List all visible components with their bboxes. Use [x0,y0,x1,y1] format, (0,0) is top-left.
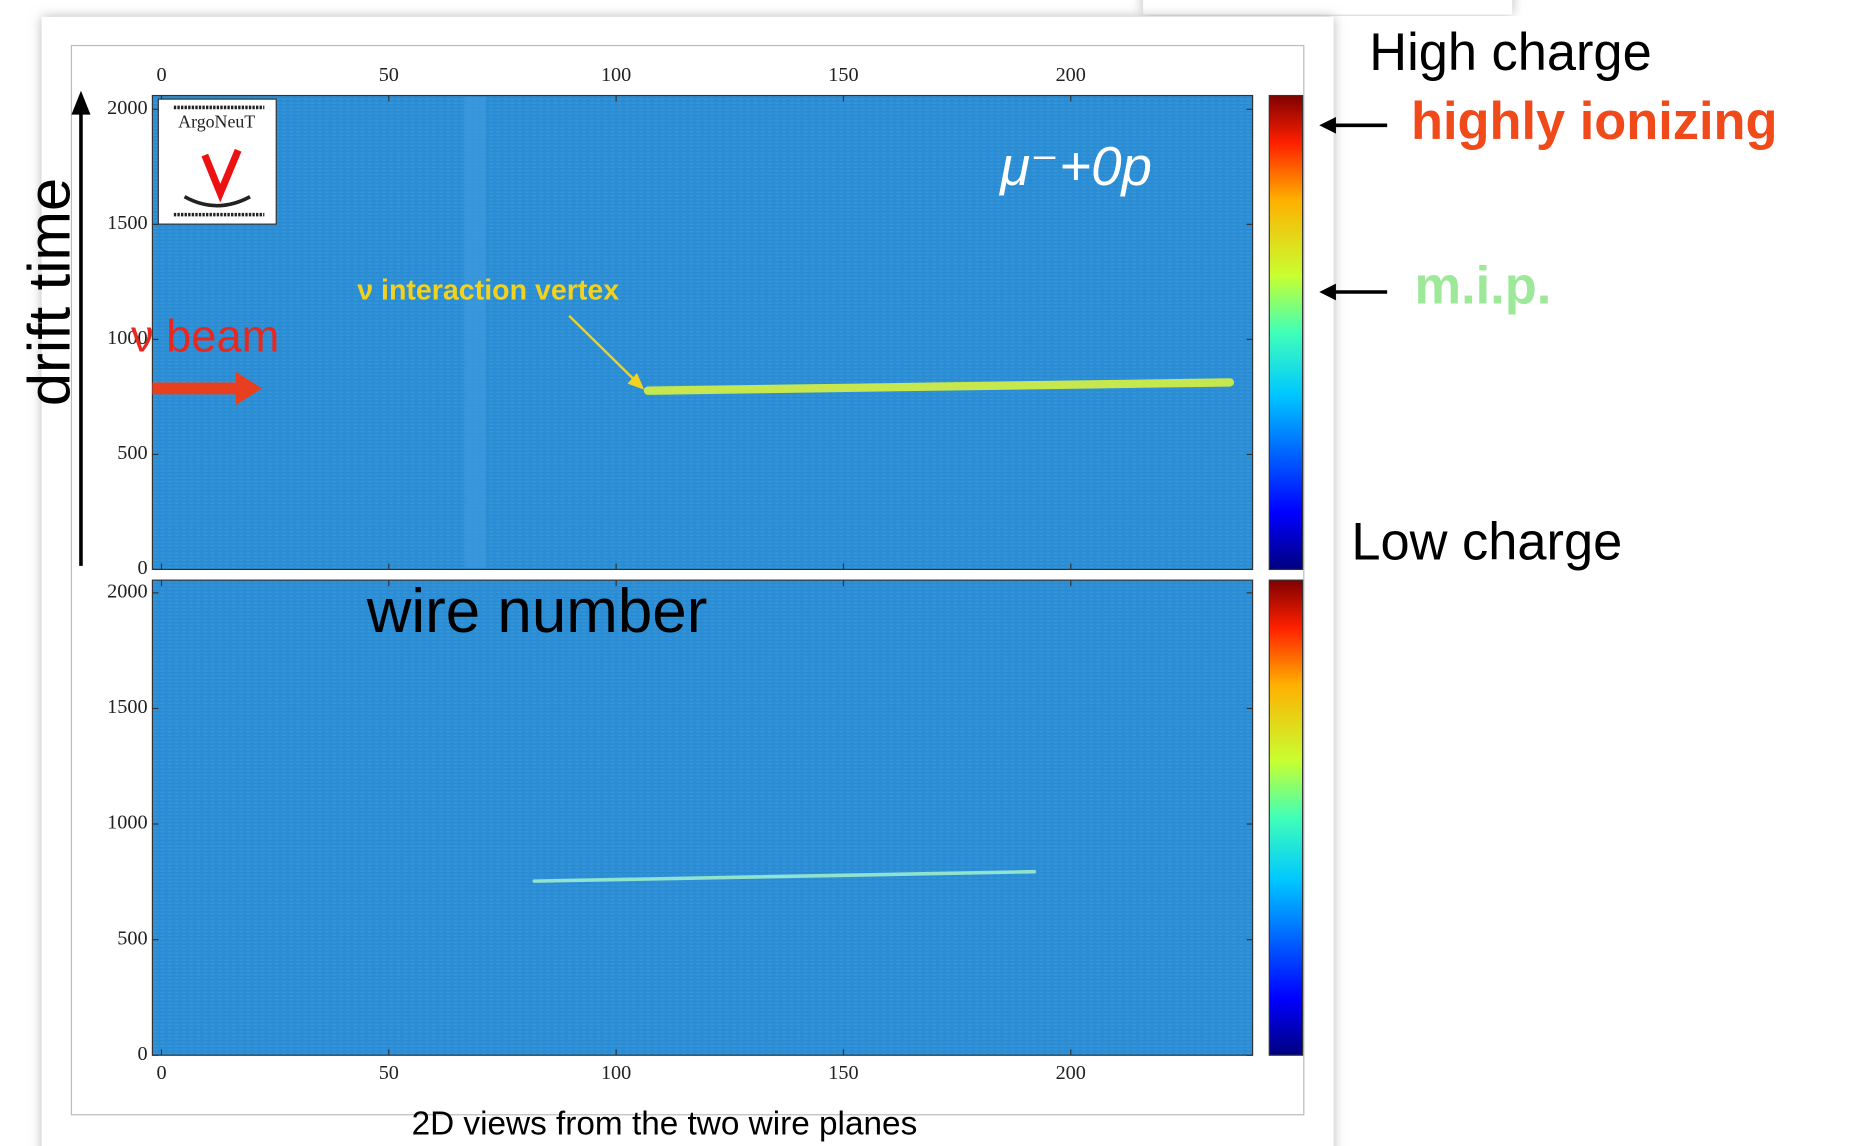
y-tick-label: 1000 [107,327,147,349]
y-tick-label: 0 [138,557,148,579]
colorbar [1268,579,1304,1056]
vertex-label: ν interaction vertex [357,275,619,307]
pointer-arrow-head [1319,283,1336,301]
heatmap-noise [152,580,1253,1056]
beam-label: ν beam [131,311,279,362]
heatmap-noise [152,95,1253,570]
x-axis-label: wire number [366,577,708,646]
y-tick-label: 2000 [107,97,147,119]
y-tick-label: 500 [117,442,147,464]
logo-boat [183,195,251,208]
mip-label: m.i.p. [1415,257,1552,315]
logo-nu [201,148,242,203]
highly-ionizing-label: highly ionizing [1411,93,1778,151]
y-axis-label: drift time [15,178,82,406]
plot-frame [151,94,1254,571]
caption: 2D views from the two wire planes [412,1105,918,1142]
pointer-arrow-head [1319,116,1336,134]
logo-text: ArgoNeuT [178,112,255,132]
x-tick-label: 50 [379,1062,399,1084]
event-label: μ⁻+0p [998,135,1152,197]
beam-arrow-head [235,371,262,406]
y-tick-label: 2000 [107,580,147,602]
track [532,869,1037,883]
vertex-arrow-head [627,372,645,390]
shadow-bar [1143,0,1513,15]
y-tick-label: 1500 [107,696,147,718]
colorbar [1268,94,1304,571]
x-tick-label: 0 [156,1062,166,1084]
dead-wire-strip [464,96,486,569]
x-tick-label: 200 [1056,1062,1086,1084]
logo-box [157,98,277,225]
x-tick-label: 0 [156,64,166,86]
plot-frame [151,579,1254,1056]
drift-arrow-head [71,90,91,115]
y-tick-label: 1500 [107,212,147,234]
x-tick-label: 100 [601,1062,631,1084]
x-tick-label: 150 [828,1062,858,1084]
x-tick-label: 100 [601,64,631,86]
y-tick-label: 500 [117,927,147,949]
track [643,378,1235,395]
logo: ArgoNeuT [157,98,277,225]
vertex-arrow [568,314,637,383]
x-tick-label: 50 [379,64,399,86]
low-charge-label: Low charge [1351,513,1622,571]
y-tick-label: 1000 [107,812,147,834]
x-tick-label: 200 [1056,64,1086,86]
y-tick-label: 0 [138,1043,148,1065]
high-charge-label: High charge [1369,24,1651,82]
x-tick-label: 150 [828,64,858,86]
